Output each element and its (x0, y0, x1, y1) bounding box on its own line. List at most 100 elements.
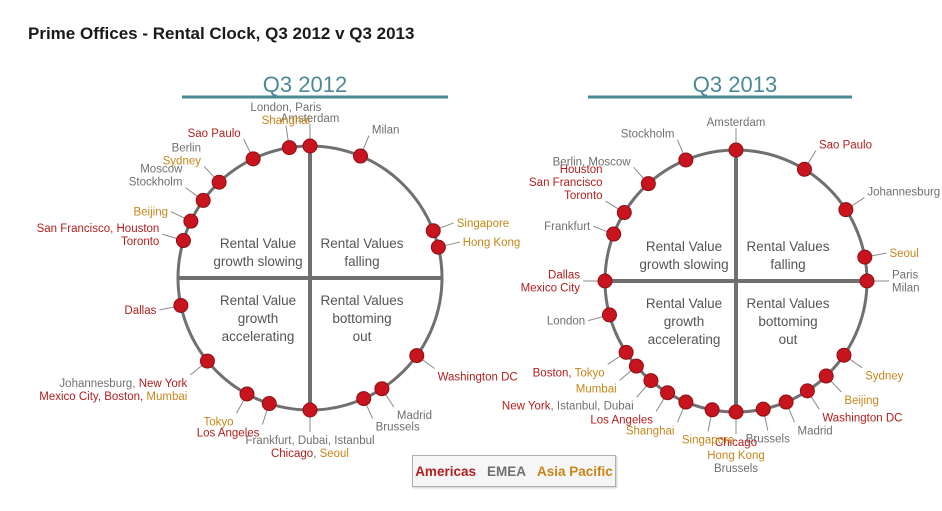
city-dot (678, 394, 694, 410)
city-dot (302, 138, 318, 154)
clock-point: Frankfurt (544, 221, 622, 242)
city-label: Amsterdam (281, 113, 340, 125)
city-dot (728, 142, 744, 158)
clock-point: Johannesburg, New York Mexico City, Bosto… (39, 353, 215, 403)
panel-title: Q3 2012 (263, 72, 347, 97)
city-label: Hong Kong (463, 237, 521, 249)
quadrant-label-top-right: Rental Values falling (320, 236, 403, 269)
city-dot (409, 348, 425, 364)
city-dot (281, 140, 297, 156)
clock-point: Singapore (682, 402, 734, 446)
city-dot (618, 344, 634, 360)
panel-title: Q3 2013 (693, 72, 777, 97)
city-label: Frankfurt, Dubai, Istanbul Chicago, Seoul (245, 435, 374, 460)
quadrant-label-top-right: Rental Values falling (746, 239, 829, 272)
legend: Americas EMEA Asia Pacific (412, 455, 616, 487)
city-dot (356, 391, 372, 407)
city-dot (261, 396, 277, 412)
city-dot (778, 394, 794, 410)
clock-point: Madrid (374, 381, 432, 422)
city-label: Los Angeles (590, 414, 653, 426)
page-title: Prime Offices - Rental Clock, Q3 2012 v … (28, 24, 415, 43)
city-label: Stockholm (621, 129, 675, 141)
city-label: Washington DC (438, 372, 518, 384)
quadrant-label-bottom-right: Rental Values bottoming out (320, 293, 403, 344)
clock-point: Shanghai (626, 394, 694, 437)
city-dot (643, 373, 659, 389)
city-dot (678, 152, 694, 168)
city-label: Sao Paulo (819, 140, 872, 152)
clock-point: Berlin Sydney (163, 142, 227, 190)
clock-point: Dallas Mexico City (521, 270, 613, 295)
city-dot (199, 353, 215, 369)
clock-point: Washington DC (799, 383, 902, 424)
city-label: Johannesburg, New York Mexico City, Bosto… (39, 378, 187, 403)
city-label: Dallas (124, 305, 156, 317)
city-label: Shanghai (626, 425, 675, 437)
city-dot (628, 358, 644, 374)
city-label: Madrid (397, 410, 432, 422)
city-label: London (547, 316, 585, 328)
clock-point: Los Angeles (197, 396, 277, 439)
city-dot (755, 401, 771, 417)
city-dot (796, 161, 812, 177)
city-dot (430, 239, 446, 255)
city-label: San Francisco, Houston Toronto (37, 223, 160, 248)
city-label: Washington DC (822, 412, 902, 424)
legend-asia-pacific: Asia Pacific (537, 463, 613, 479)
city-dot (425, 223, 441, 239)
clock-point: Moscow Stockholm (129, 163, 211, 208)
city-label: Beijing (133, 207, 168, 219)
city-dot (799, 383, 815, 399)
city-label: Berlin Sydney (163, 142, 202, 167)
city-dot (857, 249, 873, 265)
city-label: Moscow Stockholm (129, 163, 183, 188)
city-label: Dallas Mexico City (521, 270, 581, 295)
legend-emea: EMEA (486, 463, 526, 479)
city-label: Singapore (682, 434, 734, 446)
city-label: Johannesburg (867, 187, 940, 199)
clock-point: Sao Paulo (188, 128, 261, 167)
city-label: New York, Istanbul, Dubai (502, 400, 634, 412)
clock-point: Sao Paulo (796, 140, 872, 177)
city-label: Beijing (844, 395, 879, 407)
clock-point: Hong Kong (430, 237, 521, 255)
clock-point: Seoul (857, 248, 919, 265)
clock-point: Stockholm (621, 129, 694, 168)
city-label: Singapore (457, 218, 509, 230)
city-label: Brussels (746, 434, 790, 446)
city-label: Frankfurt (544, 221, 591, 233)
city-dot (173, 297, 189, 313)
city-dot (601, 307, 617, 323)
clock-point: Berlin, Moscow (553, 156, 656, 192)
quadrant-label-top-left: Rental Value growth slowing (213, 236, 302, 269)
city-dot (239, 386, 255, 402)
clock-point: Dallas (124, 297, 189, 317)
city-dot (728, 404, 744, 420)
clock-point: Chicago Hong Kong Brussels (707, 404, 765, 475)
city-dot (640, 176, 656, 192)
clock-point: Johannesburg (838, 187, 940, 218)
clock-panel-2012: Q3 2012 Rental Value growth slowing Rental … (37, 72, 521, 460)
clock-point: Brussels (746, 401, 790, 446)
city-dot (616, 205, 632, 221)
clock-point: Mumbai (576, 358, 644, 395)
clock-point: Frankfurt, Dubai, Istanbul Chicago, Seoul (245, 402, 375, 460)
clock-point: Houston San Francisco Toronto (529, 164, 632, 221)
city-dot (836, 347, 852, 363)
city-dot (183, 213, 199, 229)
quadrant-label-bottom-left: Rental Value growth accelerating (646, 296, 722, 347)
city-dot (606, 226, 622, 242)
city-label: Madrid (798, 425, 833, 437)
city-dot (195, 192, 211, 208)
city-dot (211, 174, 227, 190)
clock-point: Amsterdam (707, 117, 765, 158)
quadrant-label-bottom-left: Rental Value growth accelerating (220, 293, 296, 344)
city-dot (704, 402, 720, 418)
city-dot (374, 381, 390, 397)
clock-point: New York, Istanbul, Dubai (502, 373, 659, 412)
city-dot (597, 273, 613, 289)
city-label: Boston, Tokyo (533, 367, 605, 379)
clock-point: Singapore (425, 218, 509, 239)
city-dot (859, 273, 875, 289)
